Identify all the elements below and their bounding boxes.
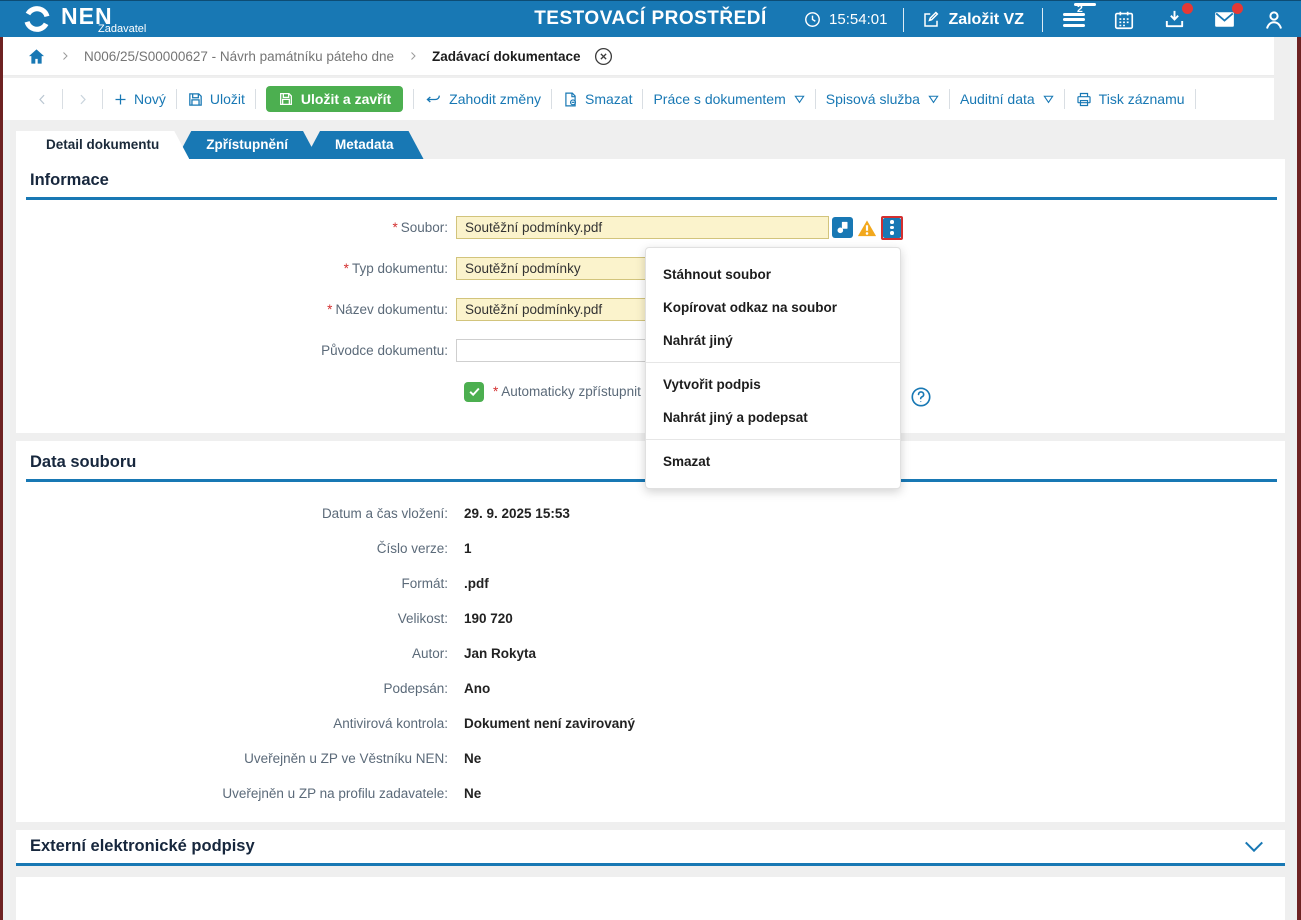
header-divider	[903, 7, 905, 32]
home-icon[interactable]	[27, 47, 46, 66]
menu-item-nahrat-jiny[interactable]: Nahrát jiný	[663, 333, 733, 348]
chevron-right-icon	[407, 50, 419, 62]
kebab-icon	[883, 217, 901, 238]
inbox-download-button[interactable]	[1161, 2, 1193, 33]
chevron-right-icon	[59, 50, 71, 62]
data-row: Uveřejněn u ZP na profilu zadavatele: Ne	[222, 786, 482, 801]
data-row: Podepsán: Ano	[383, 681, 491, 696]
notification-dot	[1182, 2, 1193, 14]
filing-service-menu[interactable]: Spisová služba	[816, 91, 949, 107]
dropdown-triangle-icon	[1043, 94, 1054, 104]
printer-icon	[1075, 91, 1093, 108]
save-icon	[187, 91, 204, 108]
checkbox-checked[interactable]	[464, 381, 484, 402]
calendar-button[interactable]	[1111, 7, 1137, 33]
next-record-button[interactable]	[63, 92, 102, 107]
header-divider	[1042, 7, 1043, 32]
prev-record-button[interactable]	[23, 92, 62, 107]
field-label: * Název dokumentu:	[327, 302, 448, 317]
section-title: Externí elektronické podpisy	[30, 837, 255, 855]
file-context-menu: Stáhnout soubor Kopírovat odkaz na soubo…	[645, 247, 901, 489]
print-record-button[interactable]: Tisk záznamu	[1065, 91, 1195, 108]
breadcrumb: N006/25/S00000627 - Návrh památníku páte…	[3, 37, 1274, 76]
brand-name: NEN	[61, 2, 113, 29]
dropdown-triangle-icon	[928, 94, 939, 104]
file-more-menu-button[interactable]	[881, 215, 903, 240]
menu-item-smazat[interactable]: Smazat	[663, 454, 711, 469]
collapse-chevron-icon[interactable]	[1243, 839, 1265, 855]
section-externi-podpisy-header: Externí elektronické podpisy	[16, 830, 1285, 866]
data-row: Antivirová kontrola: Dokument není zaviro…	[333, 716, 636, 731]
messages-button[interactable]	[1211, 2, 1243, 33]
delete-button[interactable]: Smazat	[552, 91, 642, 108]
field-label: * Soubor:	[392, 220, 448, 235]
tab-zpristupneni[interactable]: Zpřístupnění	[176, 131, 318, 159]
plus-icon	[113, 92, 128, 107]
data-row: Velikost: 190 720	[397, 611, 513, 626]
app-header: NEN Zadavatel TESTOVACÍ PROSTŘEDÍ 15:54:…	[0, 0, 1301, 37]
data-row: Formát: .pdf	[401, 576, 489, 591]
menu-item-vytvorit-podpis[interactable]: Vytvořit podpis	[663, 377, 761, 392]
data-row: Autor: Jan Rokyta	[411, 646, 537, 661]
brand-subtitle: Zadavatel	[98, 23, 147, 35]
save-button[interactable]: Uložit	[177, 91, 255, 108]
section-externi-podpisy-content	[16, 877, 1285, 920]
section-rule	[26, 197, 1277, 200]
audit-data-menu[interactable]: Auditní data	[950, 91, 1064, 107]
help-icon[interactable]	[910, 386, 932, 408]
menu-item-stahnout-soubor[interactable]: Stáhnout soubor	[663, 267, 771, 282]
field-label: Původce dokumentu:	[321, 343, 448, 358]
warning-icon[interactable]	[856, 217, 878, 238]
section-title: Informace	[30, 171, 109, 189]
data-row: Uveřejněn u ZP ve Věstníku NEN: Ne	[244, 751, 482, 766]
edit-icon	[922, 10, 940, 29]
menu-item-nahrat-jiny-a-podepsat[interactable]: Nahrát jiný a podepsat	[663, 410, 808, 425]
nen-logo-icon	[22, 4, 52, 34]
window-frame-right	[1297, 37, 1301, 920]
new-button[interactable]: Nový	[103, 91, 176, 107]
create-vz-label: Založit VZ	[948, 10, 1024, 28]
notification-dot	[1232, 2, 1243, 14]
section-data-souboru: Data souboru Datum a čas vložení: 29. 9. …	[16, 441, 1285, 822]
create-vz-button[interactable]: Založit VZ	[904, 11, 1042, 29]
window-frame-left	[0, 37, 3, 920]
close-record-icon[interactable]	[593, 46, 614, 67]
menu-item-kopirovat-odkaz[interactable]: Kopírovat odkaz na soubor	[663, 300, 838, 315]
field-automaticky-zpristupnit: * Automaticky zpřístupnit	[464, 380, 1285, 403]
environment-title: TESTOVACÍ PROSTŘEDÍ	[534, 8, 767, 29]
checkbox-label: * Automaticky zpřístupnit	[493, 384, 641, 399]
discard-changes-button[interactable]: Zahodit změny	[414, 91, 551, 108]
tab-metadata[interactable]: Metadata	[305, 131, 424, 159]
main-menu-button[interactable]: 2	[1061, 3, 1096, 33]
document-actions-menu[interactable]: Práce s dokumentem	[643, 91, 814, 107]
dropdown-triangle-icon	[794, 94, 805, 104]
soubor-input[interactable]	[456, 216, 829, 239]
time-value: 15:54:01	[829, 11, 888, 28]
server-time: 15:54:01	[788, 11, 903, 28]
field-soubor: * Soubor:	[16, 215, 1285, 240]
save-close-button[interactable]: Uložit a zavřít	[265, 86, 404, 112]
detail-tabs: Detail dokumentu Zpřístupnění Metadata	[16, 131, 424, 159]
tab-detail-dokumentu[interactable]: Detail dokumentu	[16, 131, 189, 159]
section-title: Data souboru	[30, 453, 137, 471]
breadcrumb-record-link[interactable]: N006/25/S00000627 - Návrh památníku páte…	[84, 48, 394, 64]
nen-brand[interactable]: NEN Zadavatel	[22, 1, 146, 37]
delete-file-icon	[562, 91, 579, 108]
menu-badge: 2	[1074, 3, 1096, 15]
field-label: * Typ dokumentu:	[343, 261, 448, 276]
save-icon	[278, 91, 294, 107]
file-signature-icon[interactable]	[832, 217, 853, 238]
data-row: Datum a čas vložení: 29. 9. 2025 15:53	[321, 506, 570, 521]
breadcrumb-current: Zadávací dokumentace	[431, 48, 581, 64]
clock-icon	[804, 11, 821, 28]
record-toolbar: Nový Uložit Uložit a zavřít	[3, 78, 1274, 120]
user-profile-button[interactable]	[1261, 7, 1287, 33]
undo-icon	[424, 91, 443, 108]
data-row: Číslo verze: 1	[376, 541, 472, 556]
